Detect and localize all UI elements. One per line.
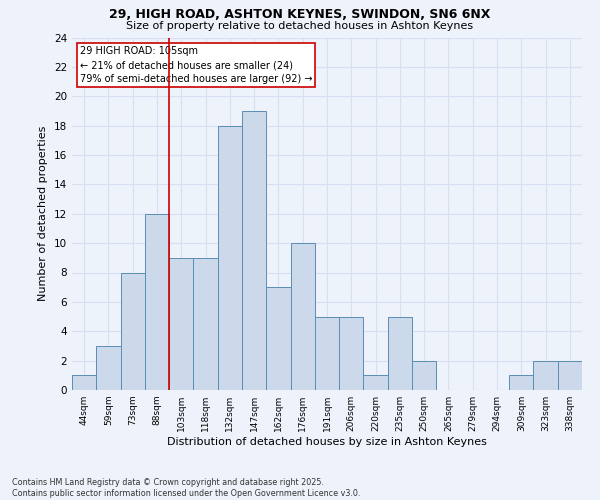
Text: Contains HM Land Registry data © Crown copyright and database right 2025.
Contai: Contains HM Land Registry data © Crown c…: [12, 478, 361, 498]
Bar: [533, 360, 558, 390]
Bar: [193, 258, 218, 390]
Bar: [412, 360, 436, 390]
Bar: [290, 243, 315, 390]
Bar: [339, 316, 364, 390]
Bar: [388, 316, 412, 390]
Text: Size of property relative to detached houses in Ashton Keynes: Size of property relative to detached ho…: [127, 21, 473, 31]
Bar: [121, 272, 145, 390]
Bar: [364, 376, 388, 390]
Y-axis label: Number of detached properties: Number of detached properties: [38, 126, 49, 302]
Bar: [242, 111, 266, 390]
Bar: [509, 376, 533, 390]
Bar: [315, 316, 339, 390]
Bar: [72, 376, 96, 390]
Text: 29 HIGH ROAD: 105sqm
← 21% of detached houses are smaller (24)
79% of semi-detac: 29 HIGH ROAD: 105sqm ← 21% of detached h…: [80, 46, 312, 84]
X-axis label: Distribution of detached houses by size in Ashton Keynes: Distribution of detached houses by size …: [167, 437, 487, 447]
Bar: [96, 346, 121, 390]
Bar: [218, 126, 242, 390]
Bar: [266, 287, 290, 390]
Bar: [558, 360, 582, 390]
Bar: [145, 214, 169, 390]
Text: 29, HIGH ROAD, ASHTON KEYNES, SWINDON, SN6 6NX: 29, HIGH ROAD, ASHTON KEYNES, SWINDON, S…: [109, 8, 491, 20]
Bar: [169, 258, 193, 390]
